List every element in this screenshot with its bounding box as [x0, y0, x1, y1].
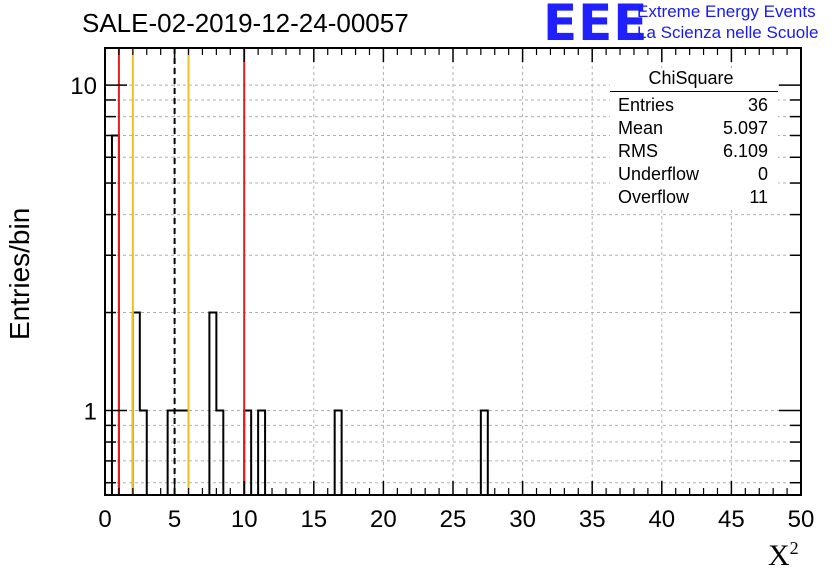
stats-label: RMS — [618, 141, 658, 161]
x-axis-label: X2 — [768, 538, 799, 573]
histogram-bar — [244, 411, 251, 495]
stats-label: Entries — [618, 95, 675, 115]
chart-title: SALE-02-2019-12-24-00057 — [82, 8, 409, 38]
stats-row-mean: Mean 5.097 — [610, 118, 778, 141]
stats-value: 11 — [749, 187, 768, 207]
stats-label: Underflow — [618, 164, 700, 184]
histogram-bar — [182, 411, 189, 495]
histogram-bar — [140, 411, 147, 495]
x-tick-label: 25 — [440, 506, 467, 533]
x-axis-label-base: X — [768, 539, 790, 572]
x-tick-label: 40 — [648, 506, 675, 533]
stats-row-underflow: Underflow 0 — [610, 164, 778, 187]
x-axis-label-exponent: 2 — [789, 538, 799, 558]
histogram-bar — [481, 411, 488, 495]
y-tick-label: 10 — [70, 73, 97, 100]
logo-subtitle-1: Extreme Energy Events — [637, 2, 816, 21]
logo-subtitle-2: La Scienza nelle Scuole — [637, 23, 819, 42]
y-tick-label: 1 — [84, 399, 97, 426]
stats-title: ChiSquare — [610, 68, 778, 92]
x-tick-label: 0 — [98, 506, 111, 533]
x-tick-label: 35 — [579, 506, 606, 533]
stats-value: 0 — [757, 164, 768, 184]
stats-box: ChiSquare Entries 36 Mean 5.097 RMS 6.10… — [610, 68, 778, 210]
histogram-bar — [209, 313, 216, 495]
stats-value: 5.097 — [722, 118, 768, 138]
x-tick-label: 5 — [168, 506, 181, 533]
x-tick-label: 15 — [300, 506, 327, 533]
histogram-bar — [216, 411, 223, 495]
histogram-bar — [175, 411, 182, 495]
stats-value: 6.109 — [722, 141, 768, 161]
histogram-bar — [335, 411, 342, 495]
stats-label: Mean — [618, 118, 664, 138]
stats-label: Overflow — [618, 187, 690, 207]
x-tick-label: 50 — [788, 506, 815, 533]
stats-row-entries: Entries 36 — [610, 95, 778, 118]
x-tick-label: 10 — [231, 506, 258, 533]
histogram-bar — [112, 135, 119, 495]
eee-logo: EEE — [543, 0, 649, 52]
x-tick-label: 45 — [718, 506, 745, 533]
x-tick-label: 30 — [509, 506, 536, 533]
histogram-bar — [168, 411, 175, 495]
stats-row-rms: RMS 6.109 — [610, 141, 778, 164]
stats-row-overflow: Overflow 11 — [610, 187, 778, 210]
histogram-bar — [258, 411, 265, 495]
histogram-bar — [133, 313, 140, 495]
stats-value: 36 — [747, 95, 768, 115]
x-tick-label: 20 — [370, 506, 397, 533]
